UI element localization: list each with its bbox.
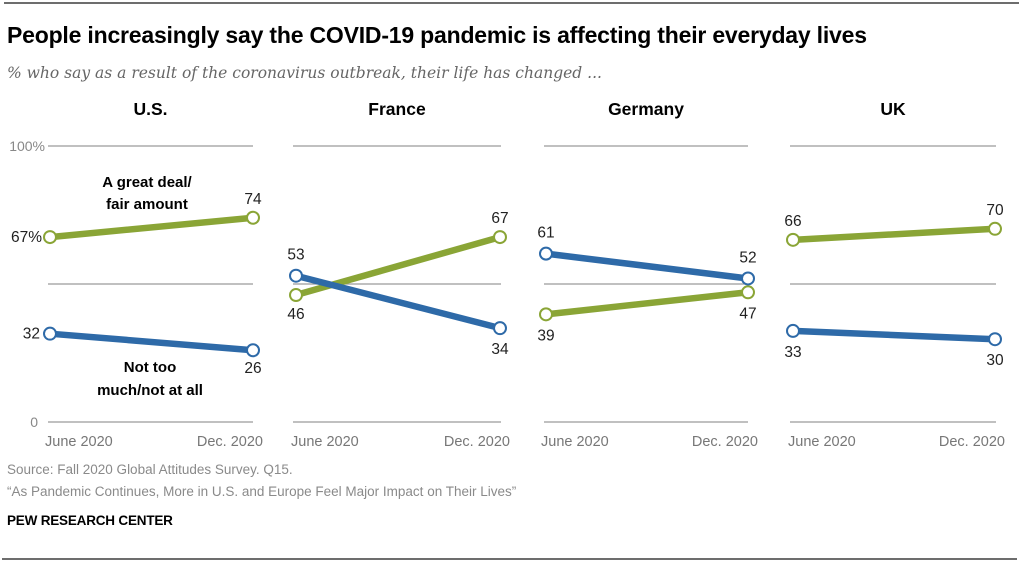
- x-tick-u-s-0: June 2020: [45, 434, 113, 450]
- data-label-not_too_much-france-1: 34: [491, 341, 509, 358]
- data-point-not_too_much-france-0: [289, 268, 303, 283]
- chart-subtitle: % who say as a result of the coronavirus…: [7, 64, 602, 82]
- data-label-great_deal-germany-1: 47: [739, 305, 756, 322]
- data-point-great_deal-germany-1: [741, 285, 755, 300]
- data-label-great_deal-u-s-0: 67%: [11, 229, 42, 246]
- data-point-great_deal-germany-0: [539, 307, 553, 322]
- data-label-not_too_much-uk-0: 33: [784, 344, 801, 361]
- data-label-great_deal-germany-0: 39: [537, 327, 554, 344]
- report-title-note: “As Pandemic Continues, More in U.S. and…: [7, 484, 517, 499]
- data-label-not_too_much-germany-1: 52: [739, 249, 756, 266]
- chart-title: People increasingly say the COVID-19 pan…: [7, 22, 867, 48]
- x-tick-france-1: Dec. 2020: [444, 434, 510, 450]
- data-point-not_too_much-u-s-1: [246, 343, 260, 358]
- data-point-not_too_much-uk-0: [786, 323, 800, 338]
- panel-title-u-s: U.S.: [133, 99, 167, 119]
- series-line-great_deal-u-s: [46, 214, 257, 241]
- x-tick-uk-0: June 2020: [788, 434, 856, 450]
- data-point-great_deal-u-s-0: [43, 230, 57, 245]
- bottom-rule: [2, 558, 1017, 560]
- data-point-not_too_much-germany-0: [539, 246, 553, 261]
- data-label-not_too_much-u-s-0: 32: [23, 326, 40, 343]
- data-point-not_too_much-uk-1: [988, 332, 1002, 347]
- data-label-not_too_much-u-s-1: 26: [244, 360, 261, 377]
- series-label-not-too-much-line2: much/not at all: [97, 382, 203, 399]
- x-tick-germany-1: Dec. 2020: [692, 434, 758, 450]
- data-label-great_deal-uk-1: 70: [986, 202, 1004, 219]
- data-label-not_too_much-uk-1: 30: [986, 352, 1004, 369]
- data-label-great_deal-u-s-1: 74: [244, 191, 262, 208]
- series-line-not_too_much-uk: [789, 327, 999, 343]
- panel-title-france: France: [368, 99, 426, 119]
- source-note: Source: Fall 2020 Global Attitudes Surve…: [7, 462, 293, 477]
- x-tick-germany-0: June 2020: [541, 434, 609, 450]
- data-point-not_too_much-france-1: [493, 321, 507, 336]
- series-label-great-deal-line2: fair amount: [106, 196, 188, 213]
- data-label-not_too_much-france-0: 53: [287, 247, 304, 264]
- data-point-great_deal-france-1: [493, 230, 507, 245]
- series-line-not_too_much-u-s: [46, 330, 257, 354]
- top-rule: [4, 2, 1019, 4]
- x-tick-uk-1: Dec. 2020: [939, 434, 1005, 450]
- y-tick-0: 0: [30, 414, 38, 430]
- series-label-great-deal-line1: A great deal/: [102, 174, 192, 191]
- x-tick-france-0: June 2020: [291, 434, 359, 450]
- y-tick-100: 100%: [9, 138, 45, 154]
- data-point-great_deal-france-0: [289, 288, 303, 303]
- data-point-great_deal-uk-1: [988, 221, 1002, 236]
- data-label-great_deal-uk-0: 66: [784, 213, 801, 230]
- series-label-not-too-much-line1: Not too: [124, 359, 176, 376]
- series-line-not_too_much-france: [292, 272, 504, 332]
- series-line-not_too_much-germany: [542, 250, 752, 282]
- data-point-great_deal-u-s-1: [246, 210, 260, 225]
- data-label-not_too_much-germany-0: 61: [537, 225, 554, 242]
- data-label-great_deal-france-0: 46: [287, 306, 304, 323]
- data-point-not_too_much-u-s-0: [43, 326, 57, 341]
- panel-title-germany: Germany: [608, 99, 684, 119]
- organization-logo-text: PEW RESEARCH CENTER: [7, 513, 173, 528]
- series-line-great_deal-germany: [542, 289, 752, 318]
- data-point-not_too_much-germany-1: [741, 271, 755, 286]
- x-tick-u-s-1: Dec. 2020: [197, 434, 263, 450]
- data-label-great_deal-france-1: 67: [491, 210, 508, 227]
- panel-title-uk: UK: [880, 99, 906, 119]
- data-point-great_deal-uk-0: [786, 232, 800, 247]
- series-line-great_deal-uk: [789, 225, 999, 244]
